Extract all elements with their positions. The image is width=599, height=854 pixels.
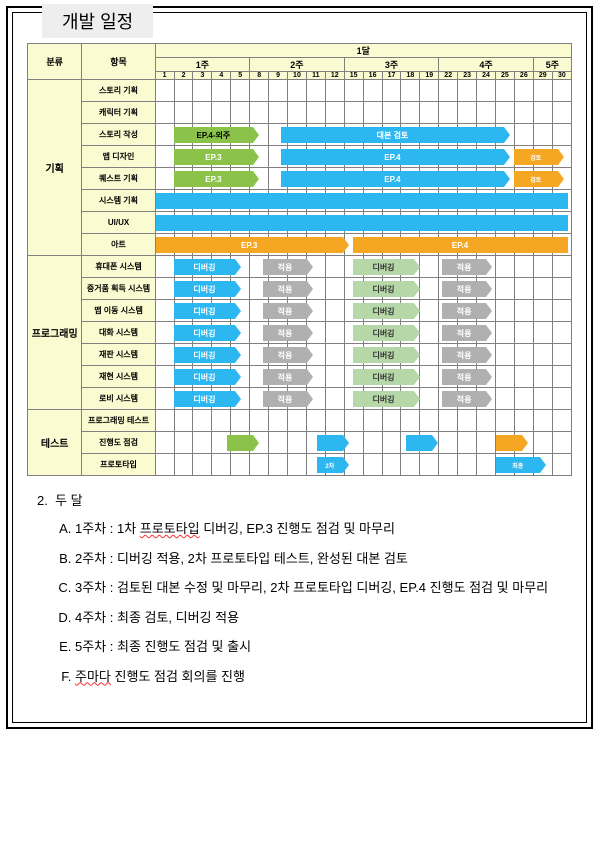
hdr-day: 30 [552,72,571,80]
item-cell: 재판 시스템 [82,344,155,366]
item-cell: 맵 디자인 [82,146,155,168]
hdr-day: 9 [269,72,288,80]
category-cell: 프로그래밍 [28,256,82,410]
category-cell: 기획 [28,80,82,256]
hdr-week: 2주 [250,58,345,72]
item-cell: 스토리 작성 [82,124,155,146]
gantt-row-cell: 디버깅적용디버깅적용 [155,300,174,322]
hdr-day: 8 [250,72,269,80]
hdr-day: 16 [363,72,382,80]
gantt-table: 분류항목1달1주2주3주4주5주123458910111215161718192… [27,43,572,476]
hdr-item: 항목 [82,44,155,80]
gantt-row-cell [155,410,174,432]
notes-item: 3주차 : 검토된 대본 수정 및 마무리, 2차 프로토타입 디버깅, EP.… [75,578,572,598]
hdr-day: 22 [439,72,458,80]
hdr-day: 12 [325,72,344,80]
outer-frame: 개발 일정 분류항목1달1주2주3주4주5주123458910111215161… [6,6,593,729]
gantt-row-cell: EP.3EP.4검토 [155,168,174,190]
page-title: 개발 일정 [42,4,153,38]
gantt-row-cell [155,212,174,234]
gantt-row-cell: 디버깅적용디버깅적용 [155,344,174,366]
hdr-month: 1달 [155,44,571,58]
item-cell: 프로그래밍 테스트 [82,410,155,432]
item-cell: 대화 시스템 [82,322,155,344]
hdr-day: 18 [401,72,420,80]
item-cell: 아트 [82,234,155,256]
item-cell: 프로토타입 [82,454,155,476]
item-cell: 진행도 점검 [82,432,155,454]
gantt-row-cell: 디버깅적용디버깅적용 [155,256,174,278]
gantt-row-cell [155,432,174,454]
gantt-row-cell [155,80,174,102]
hdr-day: 15 [344,72,363,80]
gantt-row-cell: EP.3EP.4 [155,234,174,256]
notes-item: 2주차 : 디버깅 적용, 2차 프로토타입 테스트, 완성된 대본 검토 [75,549,572,569]
gantt-row-cell: 2차최종 [155,454,174,476]
hdr-day: 10 [288,72,307,80]
notes-item: 1주차 : 1차 프로토타입 디버깅, EP.3 진행도 점검 및 마무리 [75,519,572,539]
notes-item: 주마다 진행도 점검 회의를 진행 [75,667,572,687]
item-cell: UI/UX [82,212,155,234]
notes-number: 2. [37,493,48,508]
hdr-day: 4 [212,72,231,80]
hdr-day: 5 [231,72,250,80]
category-cell: 테스트 [28,410,82,476]
hdr-category: 분류 [28,44,82,80]
hdr-day: 23 [458,72,477,80]
item-cell: 시스템 기획 [82,190,155,212]
notes-section: 2. 두 달 1주차 : 1차 프로토타입 디버깅, EP.3 진행도 점검 및… [27,490,572,686]
item-cell: 맵 이동 시스템 [82,300,155,322]
gantt-row-cell: 디버깅적용디버깅적용 [155,366,174,388]
hdr-day: 29 [533,72,552,80]
gantt-row-cell: EP.4-외주대본 검토 [155,124,174,146]
hdr-day: 2 [174,72,193,80]
notes-item: 4주차 : 최종 검토, 디버깅 적용 [75,608,572,628]
notes-list: 1주차 : 1차 프로토타입 디버깅, EP.3 진행도 점검 및 마무리 2주차… [37,519,572,686]
hdr-day: 26 [514,72,533,80]
hdr-day: 25 [495,72,514,80]
notes-title: 두 달 [55,493,83,508]
item-cell: 로비 시스템 [82,388,155,410]
gantt-row-cell [155,102,174,124]
item-cell: 휴대폰 시스템 [82,256,155,278]
hdr-day: 11 [306,72,325,80]
gantt-row-cell: 디버깅적용디버깅적용 [155,278,174,300]
item-cell: 퀘스트 기획 [82,168,155,190]
inner-frame: 분류항목1달1주2주3주4주5주123458910111215161718192… [12,12,587,723]
notes-heading: 2. 두 달 [37,490,572,509]
notes-item: 5주차 : 최종 진행도 점검 및 출시 [75,637,572,657]
hdr-week: 4주 [439,58,534,72]
gantt-row-cell: 디버깅적용디버깅적용 [155,388,174,410]
hdr-day: 17 [382,72,401,80]
gantt-row-cell [155,190,174,212]
item-cell: 스토리 기획 [82,80,155,102]
hdr-day: 19 [420,72,439,80]
hdr-week: 3주 [344,58,439,72]
item-cell: 증거품 획득 시스템 [82,278,155,300]
hdr-day: 24 [477,72,496,80]
hdr-day: 1 [155,72,174,80]
hdr-day: 3 [193,72,212,80]
item-cell: 재현 시스템 [82,366,155,388]
gantt-row-cell: EP.3EP.4검토 [155,146,174,168]
item-cell: 캐릭터 기획 [82,102,155,124]
gantt-row-cell: 디버깅적용디버깅적용 [155,322,174,344]
hdr-week: 1주 [155,58,250,72]
hdr-week: 5주 [533,58,571,72]
gantt-chart: 분류항목1달1주2주3주4주5주123458910111215161718192… [27,43,572,476]
